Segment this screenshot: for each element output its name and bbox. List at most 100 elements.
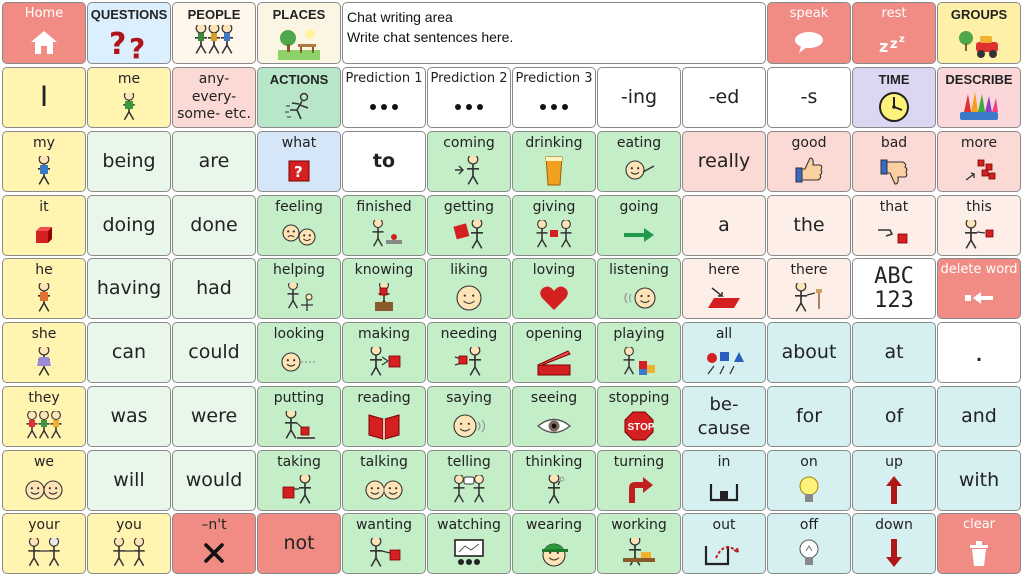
symbol-and-button[interactable]: and — [937, 386, 1021, 447]
symbol-prediction-3-button[interactable]: Prediction 3 — [512, 67, 596, 128]
symbol-of-button[interactable]: of — [852, 386, 936, 447]
symbol-doing-button[interactable]: doing — [87, 195, 171, 256]
symbol-she-button[interactable]: she — [2, 322, 86, 383]
symbol-be-cause-button[interactable]: be- cause — [682, 386, 766, 447]
symbol-eating-button[interactable]: eating — [597, 131, 681, 192]
symbol-it-button[interactable]: it — [2, 195, 86, 256]
symbol-this-button[interactable]: this — [937, 195, 1021, 256]
rest-button[interactable]: rest z z z — [852, 2, 936, 64]
symbol-prediction-2-button[interactable]: Prediction 2 — [427, 67, 511, 128]
symbol-was-button[interactable]: was — [87, 386, 171, 447]
symbol-my-button[interactable]: my — [2, 131, 86, 192]
symbol-putting-button[interactable]: putting — [257, 386, 341, 447]
symbol-good-button[interactable]: good — [767, 131, 851, 192]
symbol-ing-button[interactable]: -ing — [597, 67, 681, 128]
symbol-opening-button[interactable]: opening — [512, 322, 596, 383]
symbol-talking-button[interactable]: talking — [342, 450, 426, 511]
symbol-playing-button[interactable]: playing — [597, 322, 681, 383]
groups-button[interactable]: GROUPS — [937, 2, 1021, 64]
symbol-telling-button[interactable]: telling — [427, 450, 511, 511]
symbol-are-button[interactable]: are — [172, 131, 256, 192]
symbol-had-button[interactable]: had — [172, 258, 256, 319]
symbol-here-button[interactable]: here — [682, 258, 766, 319]
symbol-were-button[interactable]: were — [172, 386, 256, 447]
symbol-seeing-button[interactable]: seeing — [512, 386, 596, 447]
symbol-will-button[interactable]: will — [87, 450, 171, 511]
symbol-could-button[interactable]: could — [172, 322, 256, 383]
symbol-at-button[interactable]: at — [852, 322, 936, 383]
symbol-s-button[interactable]: -s — [767, 67, 851, 128]
symbol-looking-button[interactable]: looking — [257, 322, 341, 383]
symbol-working-button[interactable]: working — [597, 513, 681, 574]
symbol-bad-button[interactable]: bad — [852, 131, 936, 192]
symbol-you-button[interactable]: you — [87, 513, 171, 574]
symbol-listening-button[interactable]: listening — [597, 258, 681, 319]
symbol-making-button[interactable]: making — [342, 322, 426, 383]
symbol-helping-button[interactable]: helping — [257, 258, 341, 319]
symbol-n-t-button[interactable]: –n't — [172, 513, 256, 574]
symbol-liking-button[interactable]: liking — [427, 258, 511, 319]
symbol-knowing-button[interactable]: knowing — [342, 258, 426, 319]
symbol-what-button[interactable]: what? — [257, 131, 341, 192]
symbol-drinking-button[interactable]: drinking — [512, 131, 596, 192]
symbol-more-button[interactable]: more — [937, 131, 1021, 192]
symbol-really-button[interactable]: really — [682, 131, 766, 192]
symbol-for-button[interactable]: for — [767, 386, 851, 447]
symbol-not-button[interactable]: not — [257, 513, 341, 574]
symbol-on-button[interactable]: on — [767, 450, 851, 511]
symbol-up-button[interactable]: up — [852, 450, 936, 511]
symbol-me-button[interactable]: me — [87, 67, 171, 128]
symbol-prediction-1-button[interactable]: Prediction 1 — [342, 67, 426, 128]
symbol-any-every-some-etc-button[interactable]: any- every- some- etc. — [172, 67, 256, 128]
symbol-saying-button[interactable]: saying — [427, 386, 511, 447]
symbol-there-button[interactable]: there — [767, 258, 851, 319]
symbol-wearing-button[interactable]: wearing — [512, 513, 596, 574]
symbol-we-button[interactable]: we — [2, 450, 86, 511]
symbol-thinking-button[interactable]: thinking — [512, 450, 596, 511]
symbol-finished-button[interactable]: finished — [342, 195, 426, 256]
symbol-getting-button[interactable]: getting — [427, 195, 511, 256]
symbol-to-button[interactable]: to — [342, 131, 426, 192]
symbol-abc-123-button[interactable]: ABC 123 — [852, 258, 936, 319]
symbol-reading-button[interactable]: reading — [342, 386, 426, 447]
symbol-actions-button[interactable]: ACTIONS — [257, 67, 341, 128]
home-button[interactable]: Home — [2, 2, 86, 64]
symbol-that-button[interactable]: that — [852, 195, 936, 256]
symbol-they-button[interactable]: they — [2, 386, 86, 447]
symbol-time-button[interactable]: TIME — [852, 67, 936, 128]
symbol-can-button[interactable]: can — [87, 322, 171, 383]
symbol-your-button[interactable]: your — [2, 513, 86, 574]
symbol-describe-button[interactable]: DESCRIBE — [937, 67, 1021, 128]
symbol-watching-button[interactable]: watching — [427, 513, 511, 574]
symbol-a-button[interactable]: a — [682, 195, 766, 256]
symbol-having-button[interactable]: having — [87, 258, 171, 319]
questions-button[interactable]: QUESTIONS?? — [87, 2, 171, 64]
symbol-would-button[interactable]: would — [172, 450, 256, 511]
symbol-coming-button[interactable]: coming — [427, 131, 511, 192]
symbol-with-button[interactable]: with — [937, 450, 1021, 511]
symbol-needing-button[interactable]: needing — [427, 322, 511, 383]
symbol-wanting-button[interactable]: wanting — [342, 513, 426, 574]
symbol-all-button[interactable]: all — [682, 322, 766, 383]
symbol-symbol-button[interactable]: . — [937, 322, 1021, 383]
speak-button[interactable]: speak — [767, 2, 851, 64]
symbol-clear-button[interactable]: clear — [937, 513, 1021, 574]
symbol-giving-button[interactable]: giving — [512, 195, 596, 256]
symbol-taking-button[interactable]: taking — [257, 450, 341, 511]
symbol-the-button[interactable]: the — [767, 195, 851, 256]
symbol-out-button[interactable]: out — [682, 513, 766, 574]
symbol-turning-button[interactable]: turning — [597, 450, 681, 511]
symbol-done-button[interactable]: done — [172, 195, 256, 256]
symbol-ed-button[interactable]: -ed — [682, 67, 766, 128]
symbol-i-button[interactable]: I — [2, 67, 86, 128]
symbol-feeling-button[interactable]: feeling — [257, 195, 341, 256]
symbol-in-button[interactable]: in — [682, 450, 766, 511]
symbol-loving-button[interactable]: loving — [512, 258, 596, 319]
places-button[interactable]: PLACES — [257, 2, 341, 64]
people-button[interactable]: PEOPLE — [172, 2, 256, 64]
symbol-delete-word-button[interactable]: delete word — [937, 258, 1021, 319]
symbol-down-button[interactable]: down — [852, 513, 936, 574]
symbol-off-button[interactable]: off — [767, 513, 851, 574]
symbol-being-button[interactable]: being — [87, 131, 171, 192]
chat-writing-area[interactable]: Chat writing area Write chat sentences h… — [342, 2, 766, 64]
